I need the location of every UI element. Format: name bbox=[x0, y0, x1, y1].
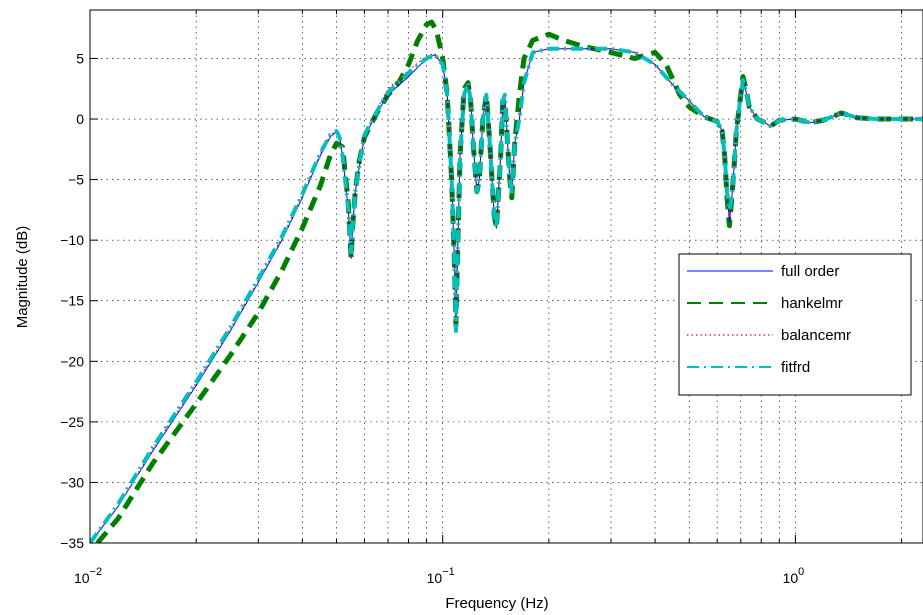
x-tick-label: 10−2 bbox=[74, 566, 102, 586]
y-axis-label: Magnitude (dB) bbox=[14, 226, 31, 329]
x-axis-label: Frequency (Hz) bbox=[445, 595, 548, 612]
y-tick-label: 5 bbox=[76, 50, 84, 66]
ticks bbox=[89, 10, 903, 544]
legend-label-full-order: full order bbox=[781, 263, 839, 280]
y-tick-label: −5 bbox=[68, 172, 84, 188]
plot-frame bbox=[89, 9, 923, 544]
y-tick-label: −35 bbox=[60, 535, 84, 551]
y-tick-label: −25 bbox=[60, 414, 84, 430]
y-tick-label: −20 bbox=[60, 353, 84, 369]
legend: full order hankelmr balancemr fitfrd bbox=[678, 253, 912, 396]
y-tick-label: 0 bbox=[76, 111, 84, 127]
legend-box bbox=[678, 253, 912, 396]
y-tick-label: −10 bbox=[60, 232, 84, 248]
x-tick-labels: 10−2 10−1 100 bbox=[74, 566, 804, 586]
x-tick-label: 10−1 bbox=[427, 566, 455, 586]
legend-label-hankelmr: hankelmr bbox=[781, 295, 843, 312]
series-line-fitfrd bbox=[90, 46, 923, 543]
legend-label-fitfrd: fitfrd bbox=[781, 359, 810, 376]
y-tick-label: −15 bbox=[60, 293, 84, 309]
y-tick-labels: 5 0 −5 −10 −15 −20 −25 −30 −35 bbox=[60, 50, 84, 551]
series-group bbox=[90, 19, 923, 543]
y-tick-label: −30 bbox=[60, 474, 84, 490]
x-tick-label: 100 bbox=[783, 566, 805, 586]
legend-label-balancemr: balancemr bbox=[781, 327, 851, 344]
